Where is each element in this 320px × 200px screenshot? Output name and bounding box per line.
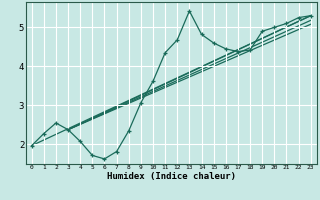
X-axis label: Humidex (Indice chaleur): Humidex (Indice chaleur): [107, 172, 236, 181]
